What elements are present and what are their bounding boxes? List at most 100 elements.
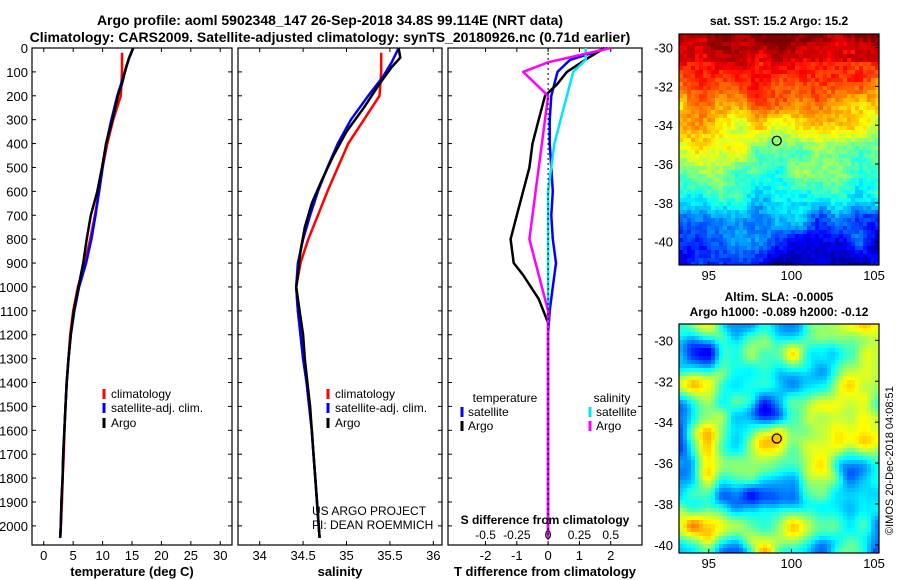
sla-map-cell — [767, 352, 772, 357]
sla-map-cell — [875, 404, 880, 409]
sla-map-cell — [727, 332, 732, 337]
sla-map-cell — [679, 396, 684, 401]
sst-map-cell — [803, 242, 808, 247]
sla-map-cell — [803, 376, 808, 381]
sst-map-cell — [875, 154, 880, 159]
sst-map-cell — [767, 226, 772, 231]
sst-map-cell — [679, 34, 684, 39]
sst-map-cell — [859, 190, 864, 195]
sla-map-cell — [739, 400, 744, 405]
sst-map-cell — [827, 194, 832, 199]
sst-map-cell — [795, 154, 800, 159]
sst-map-cell — [715, 142, 720, 147]
sst-map-cell — [783, 186, 788, 191]
sla-map-cell — [707, 428, 712, 433]
sst-map-cell — [731, 246, 736, 251]
sst-map-cell — [683, 50, 688, 55]
sla-map-cell — [771, 352, 776, 357]
sla-map-cell — [755, 464, 760, 469]
sst-map-cell — [739, 230, 744, 235]
sla-map-cell — [799, 384, 804, 389]
sst-map-cell — [723, 262, 728, 266]
sla-map-cell — [775, 368, 780, 373]
sst-map-cell — [727, 190, 732, 195]
sst-map-cell — [775, 198, 780, 203]
sst-map-cell — [687, 70, 692, 75]
sla-map-cell — [759, 376, 764, 381]
sst-map-cell — [755, 254, 760, 259]
sst-map-cell — [863, 226, 868, 231]
sst-map-cell — [723, 258, 728, 263]
sla-map-cell — [787, 332, 792, 337]
sst-map-cell — [823, 146, 828, 151]
sla-map-cell — [707, 432, 712, 437]
sst-map-cell — [679, 242, 684, 247]
sla-map-cell — [807, 356, 812, 361]
sst-map-cell — [791, 250, 796, 255]
sst-map-cell — [771, 110, 776, 115]
sst-map-cell — [811, 258, 816, 263]
sst-map-cell — [743, 118, 748, 123]
sla-map-cell — [875, 408, 880, 413]
sla-map-cell — [707, 340, 712, 345]
sla-map-cell — [759, 424, 764, 429]
sla-map-cell — [767, 428, 772, 433]
sst-map-cell — [827, 262, 832, 266]
sst-map-cell — [835, 130, 840, 135]
sla-map-cell — [703, 440, 708, 445]
sst-map-cell — [715, 110, 720, 115]
sst-map-cell — [839, 106, 844, 111]
sla-map-cell — [859, 336, 864, 341]
sst-map-cell — [799, 138, 804, 143]
sst-map-cell — [871, 150, 876, 155]
sla-map-cell — [863, 368, 868, 373]
sst-map-cell — [815, 130, 820, 135]
sst-map-cell — [819, 66, 824, 71]
sst-map-cell — [691, 62, 696, 67]
sla-map-cell — [767, 404, 772, 409]
sst-map-cell — [771, 58, 776, 63]
sst-map-cell — [815, 202, 820, 207]
sst-map-cell — [747, 34, 752, 39]
sla-map-cell — [743, 356, 748, 361]
sla-map-cell — [867, 376, 872, 381]
sst-map-cell — [843, 178, 848, 183]
sla-map-cell — [767, 336, 772, 341]
sst-map-cell — [803, 254, 808, 259]
sst-map-cell — [875, 74, 880, 79]
sst-map-cell — [871, 186, 876, 191]
sst-map-cell — [763, 126, 768, 131]
sst-map-cell — [859, 134, 864, 139]
sst-map-cell — [695, 34, 700, 39]
sst-map-cell — [711, 254, 716, 259]
sst-map-cell — [787, 110, 792, 115]
sla-map-cell — [871, 404, 876, 409]
sla-map-cell — [683, 428, 688, 433]
sla-map-cell — [743, 452, 748, 457]
sst-map-cell — [755, 126, 760, 131]
sla-map-cell — [695, 460, 700, 465]
sla-map-cell — [767, 432, 772, 437]
sst-map-cell — [791, 146, 796, 151]
sst-map-cell — [807, 178, 812, 183]
sla-map-cell — [867, 336, 872, 341]
sla-map-cell — [707, 388, 712, 393]
sst-map-cell — [703, 154, 708, 159]
sla-map-cell — [735, 420, 740, 425]
sst-map-cell — [727, 162, 732, 167]
sst-map-cell — [819, 46, 824, 51]
sst-map-cell — [871, 138, 876, 143]
sst-map-cell — [707, 54, 712, 59]
sla-map-cell — [719, 396, 724, 401]
sst-map-cell — [683, 166, 688, 171]
sla-map-cell — [811, 324, 816, 329]
sst-map-cell — [707, 190, 712, 195]
sst-map-cell — [783, 42, 788, 47]
sst-map-cell — [759, 110, 764, 115]
sst-map-cell — [831, 122, 836, 127]
sst-map-cell — [679, 58, 684, 63]
sst-map-cell — [695, 158, 700, 163]
sla-map-cell — [811, 396, 816, 401]
sst-map-cell — [819, 54, 824, 59]
sla-map-cell — [831, 336, 836, 341]
